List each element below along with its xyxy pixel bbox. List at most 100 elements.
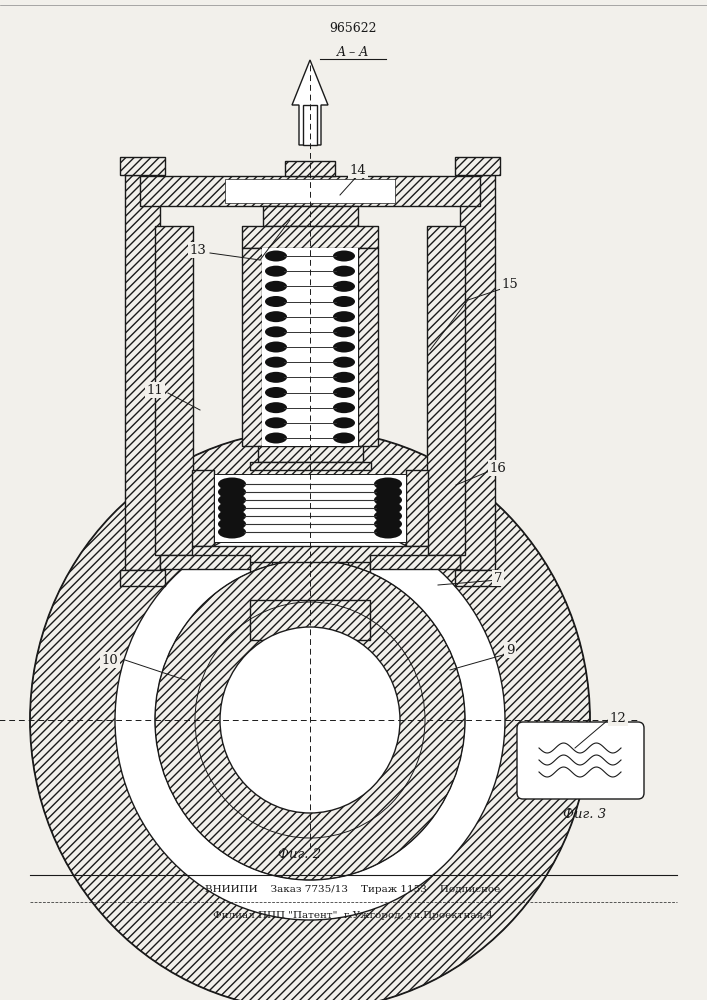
Bar xyxy=(192,470,214,546)
Ellipse shape xyxy=(265,432,287,444)
Ellipse shape xyxy=(265,326,287,337)
Bar xyxy=(242,226,378,248)
Bar xyxy=(120,570,165,586)
Ellipse shape xyxy=(333,402,355,413)
Ellipse shape xyxy=(218,502,246,514)
Bar xyxy=(455,157,500,175)
Ellipse shape xyxy=(265,281,287,292)
Bar xyxy=(120,157,165,175)
Ellipse shape xyxy=(333,432,355,444)
Bar xyxy=(348,555,370,612)
Ellipse shape xyxy=(265,296,287,307)
Ellipse shape xyxy=(265,372,287,383)
Text: Филиал ППП "Патент", г.Ужгород, ул.Проектная,4: Филиал ППП "Патент", г.Ужгород, ул.Проек… xyxy=(213,910,493,920)
Bar xyxy=(242,248,262,446)
Bar xyxy=(140,176,480,206)
Bar xyxy=(125,175,160,570)
Text: 11: 11 xyxy=(146,383,163,396)
Ellipse shape xyxy=(265,342,287,353)
Ellipse shape xyxy=(333,311,355,322)
Bar xyxy=(460,175,495,570)
Bar xyxy=(192,546,428,562)
Ellipse shape xyxy=(333,296,355,307)
Bar xyxy=(285,161,335,176)
Bar xyxy=(250,555,272,612)
Bar xyxy=(250,462,371,470)
Text: 13: 13 xyxy=(189,243,206,256)
Bar xyxy=(250,600,370,640)
Bar xyxy=(160,555,250,569)
Bar xyxy=(358,248,378,446)
Bar xyxy=(262,248,358,446)
Bar xyxy=(263,206,358,226)
Text: 12: 12 xyxy=(609,712,626,724)
Bar xyxy=(155,226,193,555)
Bar xyxy=(358,248,378,446)
Ellipse shape xyxy=(374,493,402,506)
Bar xyxy=(455,157,500,175)
Bar xyxy=(427,226,465,555)
Ellipse shape xyxy=(220,627,400,813)
Bar xyxy=(140,176,480,206)
Polygon shape xyxy=(292,60,328,145)
Bar xyxy=(250,555,272,612)
Ellipse shape xyxy=(265,357,287,368)
Bar xyxy=(120,157,165,175)
Ellipse shape xyxy=(333,326,355,337)
FancyBboxPatch shape xyxy=(517,722,644,799)
Text: 9: 9 xyxy=(506,644,514,656)
Bar xyxy=(242,248,262,446)
Bar xyxy=(370,555,460,569)
Ellipse shape xyxy=(265,311,287,322)
Bar xyxy=(263,206,358,226)
Bar xyxy=(225,179,395,203)
Ellipse shape xyxy=(218,493,246,506)
Ellipse shape xyxy=(218,486,246,498)
Bar xyxy=(214,474,406,542)
Bar xyxy=(250,600,370,640)
Text: Фиг. 3: Фиг. 3 xyxy=(563,808,607,822)
Ellipse shape xyxy=(265,266,287,277)
Ellipse shape xyxy=(333,357,355,368)
Ellipse shape xyxy=(333,417,355,428)
Text: A – A: A – A xyxy=(337,45,369,58)
Bar xyxy=(192,470,214,546)
Bar xyxy=(250,462,371,470)
Bar xyxy=(192,546,428,562)
Ellipse shape xyxy=(374,518,402,530)
Bar xyxy=(427,226,465,555)
Bar xyxy=(455,570,500,586)
Ellipse shape xyxy=(265,387,287,398)
Bar xyxy=(348,555,370,612)
Ellipse shape xyxy=(218,478,246,490)
Bar xyxy=(455,570,500,586)
Text: 14: 14 xyxy=(350,163,366,176)
Ellipse shape xyxy=(218,526,246,538)
Ellipse shape xyxy=(333,387,355,398)
Bar xyxy=(406,470,428,546)
Ellipse shape xyxy=(30,430,590,1000)
Ellipse shape xyxy=(374,526,402,538)
Ellipse shape xyxy=(115,520,505,920)
Text: 15: 15 xyxy=(502,278,518,292)
Bar xyxy=(370,555,460,569)
Ellipse shape xyxy=(374,486,402,498)
Ellipse shape xyxy=(374,502,402,514)
Ellipse shape xyxy=(218,518,246,530)
Ellipse shape xyxy=(333,342,355,353)
Ellipse shape xyxy=(374,478,402,490)
Text: ВНИИПИ    Заказ 7735/13    Тираж 1153    Подписное: ВНИИПИ Заказ 7735/13 Тираж 1153 Подписно… xyxy=(205,886,501,894)
Ellipse shape xyxy=(155,560,465,880)
Text: 10: 10 xyxy=(102,654,118,666)
Bar xyxy=(406,470,428,546)
Ellipse shape xyxy=(374,510,402,522)
Ellipse shape xyxy=(218,510,246,522)
Ellipse shape xyxy=(265,402,287,413)
Text: 7: 7 xyxy=(493,572,502,584)
Bar xyxy=(460,175,495,570)
Bar xyxy=(303,105,317,145)
Bar xyxy=(155,226,193,555)
Bar xyxy=(285,161,335,176)
Bar xyxy=(125,175,160,570)
Text: 965622: 965622 xyxy=(329,21,377,34)
